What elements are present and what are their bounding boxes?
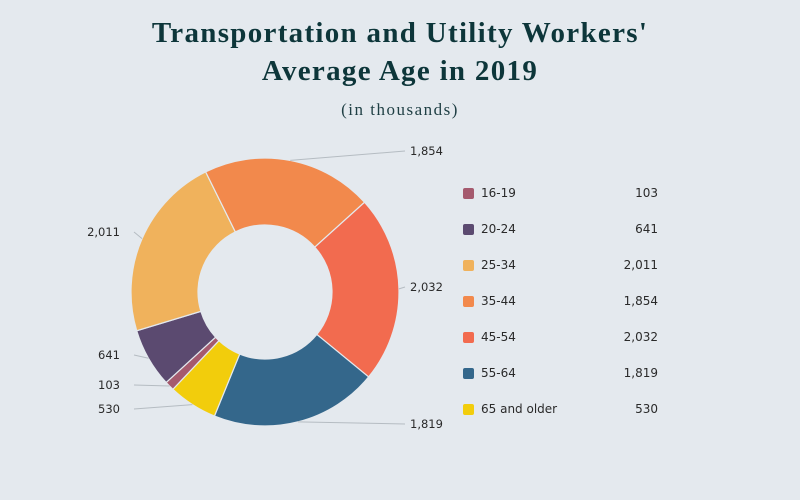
- chart-subtitle: (in thousands): [341, 100, 459, 119]
- data-label: 2,032: [410, 280, 443, 294]
- data-label: 641: [98, 348, 120, 362]
- legend-item: 25-34 2,011: [463, 247, 658, 283]
- legend-item: 55-64 1,819: [463, 355, 658, 391]
- leader-line: [133, 404, 193, 410]
- data-label: 530: [98, 402, 120, 416]
- legend-label: 45-54: [481, 330, 516, 344]
- legend-swatch: [463, 187, 474, 199]
- legend-label: 65 and older: [481, 402, 558, 416]
- legend-swatch: [463, 367, 474, 379]
- legend-value: 103: [635, 186, 658, 200]
- legend-label: 20-24: [481, 222, 516, 236]
- donut-slice-35-44: [204, 157, 366, 248]
- legend-swatch: [463, 223, 474, 235]
- legend-swatch: [463, 403, 474, 415]
- legend-item: 35-44 1,854: [463, 283, 658, 319]
- legend-label: 55-64: [481, 366, 516, 380]
- leader-line: [290, 150, 406, 161]
- donut-slice-25-34: [130, 171, 237, 332]
- legend: 16-19 103 20-24 641 25-34 2,011 35-44 1,854 45-5…: [463, 175, 658, 427]
- donut-slice-65-and-older: [172, 339, 241, 417]
- legend-label: 16-19: [481, 186, 516, 200]
- legend-value: 641: [635, 222, 658, 236]
- legend-value: 2,032: [623, 330, 658, 344]
- legend-value: 1,854: [623, 294, 658, 308]
- data-label: 103: [98, 378, 120, 392]
- leader-line: [133, 354, 149, 359]
- legend-item: 65 and older 530: [463, 391, 658, 427]
- chart-title-line-2: Average Age in 2019: [261, 55, 539, 87]
- legend-value: 2,011: [623, 258, 658, 272]
- data-label: 1,854: [410, 144, 443, 158]
- leader-line: [297, 421, 406, 425]
- legend-label: 35-44: [481, 294, 516, 308]
- legend-item: 45-54 2,032: [463, 319, 658, 355]
- legend-item: 20-24 641: [463, 211, 658, 247]
- legend-value: 1,819: [623, 366, 658, 380]
- legend-item: 16-19 103: [463, 175, 658, 211]
- leader-line: [133, 384, 170, 387]
- legend-swatch: [463, 259, 474, 271]
- legend-label: 25-34: [481, 258, 516, 272]
- legend-swatch: [463, 331, 474, 343]
- leader-line: [398, 286, 406, 290]
- chart-title-line-1: Transportation and Utility Workers': [151, 17, 649, 49]
- chart-title: Transportation and Utility Workers' Aver…: [0, 14, 800, 90]
- data-label: 1,819: [410, 417, 443, 431]
- donut-slice-55-64: [213, 333, 370, 427]
- donut-slice-45-54: [313, 201, 400, 378]
- leader-line: [133, 231, 143, 240]
- legend-swatch: [463, 295, 474, 307]
- legend-value: 530: [635, 402, 658, 416]
- data-label: 2,011: [87, 225, 120, 239]
